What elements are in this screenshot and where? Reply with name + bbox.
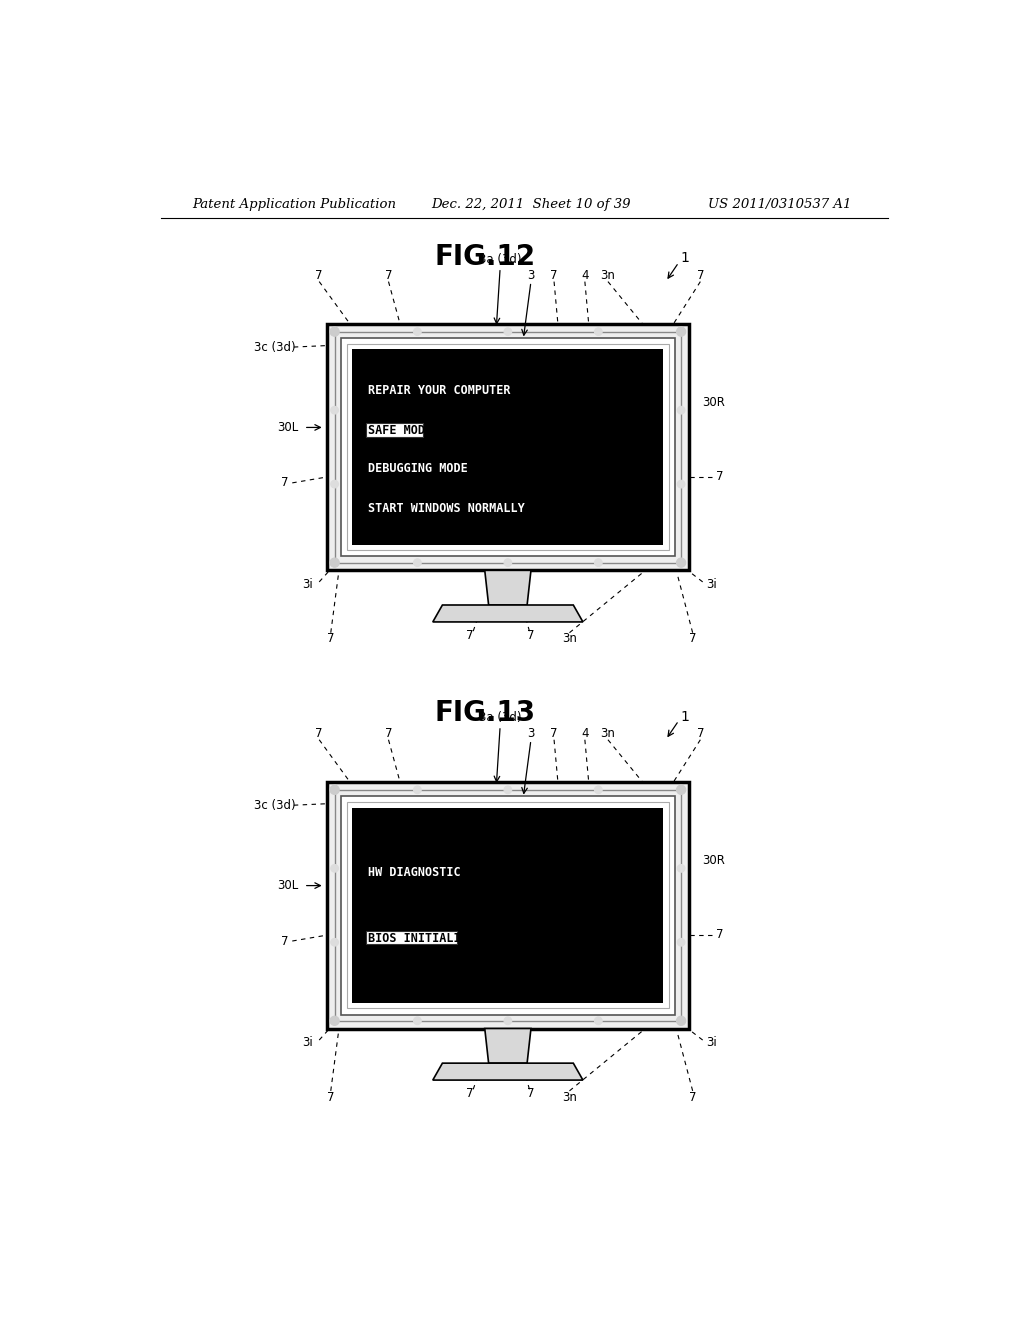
Text: BIOS INITIALIZE: BIOS INITIALIZE <box>369 932 475 945</box>
Circle shape <box>414 327 421 335</box>
Text: 7: 7 <box>466 1086 473 1100</box>
Bar <box>352 808 664 1003</box>
Text: DEBUGGING MODE: DEBUGGING MODE <box>368 462 468 475</box>
Bar <box>341 338 675 557</box>
Bar <box>352 350 664 545</box>
Text: FIG.12: FIG.12 <box>434 243 536 271</box>
Text: Dec. 22, 2011  Sheet 10 of 39: Dec. 22, 2011 Sheet 10 of 39 <box>431 198 631 211</box>
Circle shape <box>504 558 512 566</box>
Circle shape <box>330 558 339 568</box>
Text: 7: 7 <box>527 1086 535 1100</box>
Text: 7: 7 <box>527 628 535 642</box>
Text: 3a (3d): 3a (3d) <box>479 253 521 267</box>
Circle shape <box>414 1016 421 1024</box>
Text: 3c (3d): 3c (3d) <box>254 341 295 354</box>
Circle shape <box>331 407 339 414</box>
Circle shape <box>677 480 685 488</box>
Circle shape <box>677 327 686 337</box>
Text: 4: 4 <box>581 727 589 739</box>
Text: 3: 3 <box>527 268 535 281</box>
Text: 3i: 3i <box>302 1036 313 1049</box>
Circle shape <box>330 785 339 795</box>
Circle shape <box>677 939 685 946</box>
Circle shape <box>595 327 602 335</box>
Circle shape <box>677 1016 686 1026</box>
Text: 7: 7 <box>716 470 723 483</box>
Text: 7: 7 <box>315 268 323 281</box>
Circle shape <box>504 1016 512 1024</box>
Bar <box>367 931 458 945</box>
Text: 3c (3d): 3c (3d) <box>254 799 295 812</box>
Polygon shape <box>484 1028 531 1063</box>
Circle shape <box>677 407 685 414</box>
Text: 7: 7 <box>689 632 696 645</box>
Text: 1: 1 <box>681 252 689 265</box>
Text: 3n: 3n <box>600 268 615 281</box>
Circle shape <box>330 327 339 337</box>
Text: 3i: 3i <box>707 578 717 591</box>
Circle shape <box>414 558 421 566</box>
Circle shape <box>414 785 421 793</box>
Text: 3: 3 <box>527 727 535 739</box>
Circle shape <box>677 785 686 795</box>
Bar <box>367 422 423 437</box>
Text: 7: 7 <box>281 477 289 490</box>
Circle shape <box>595 1016 602 1024</box>
Bar <box>327 323 689 570</box>
Bar <box>335 789 681 1020</box>
Text: 3i: 3i <box>302 578 313 591</box>
Circle shape <box>595 785 602 793</box>
Circle shape <box>331 480 339 488</box>
Text: 7: 7 <box>696 268 705 281</box>
Text: 7: 7 <box>716 928 723 941</box>
Text: 3n: 3n <box>562 1090 577 1104</box>
Text: 3n: 3n <box>600 727 615 739</box>
Text: 4: 4 <box>581 268 589 281</box>
Text: 7: 7 <box>315 727 323 739</box>
Bar <box>347 345 669 550</box>
Text: 7: 7 <box>550 268 558 281</box>
Text: 1: 1 <box>681 710 689 723</box>
Bar <box>341 796 675 1015</box>
Text: 30L: 30L <box>276 421 298 434</box>
Text: Patent Application Publication: Patent Application Publication <box>193 198 396 211</box>
Text: SAFE MODE: SAFE MODE <box>369 424 432 437</box>
Polygon shape <box>484 570 531 605</box>
Circle shape <box>331 865 339 873</box>
Circle shape <box>595 558 602 566</box>
Text: 7: 7 <box>385 268 392 281</box>
Polygon shape <box>433 605 583 622</box>
Text: 7: 7 <box>327 1090 335 1104</box>
Bar <box>335 331 681 562</box>
Text: 30L: 30L <box>276 879 298 892</box>
Text: 7: 7 <box>696 727 705 739</box>
Text: 7: 7 <box>466 628 473 642</box>
Text: START WINDOWS NORMALLY: START WINDOWS NORMALLY <box>368 502 524 515</box>
Text: FIG.13: FIG.13 <box>434 698 536 727</box>
Circle shape <box>504 785 512 793</box>
Text: 7: 7 <box>281 935 289 948</box>
Text: 3i: 3i <box>707 1036 717 1049</box>
Circle shape <box>331 939 339 946</box>
Text: 30R: 30R <box>702 396 726 409</box>
Text: 7: 7 <box>327 632 335 645</box>
Circle shape <box>677 865 685 873</box>
Text: 7: 7 <box>550 727 558 739</box>
Text: 30R: 30R <box>702 854 726 867</box>
Text: 3a (3d): 3a (3d) <box>479 711 521 725</box>
Text: 7: 7 <box>689 1090 696 1104</box>
Circle shape <box>677 558 686 568</box>
Text: 7: 7 <box>385 727 392 739</box>
Bar <box>327 781 689 1028</box>
Circle shape <box>330 1016 339 1026</box>
Bar <box>347 803 669 1008</box>
Circle shape <box>504 327 512 335</box>
Polygon shape <box>433 1063 583 1080</box>
Text: 3n: 3n <box>562 632 577 645</box>
Text: HW DIAGNOSTIC: HW DIAGNOSTIC <box>368 866 461 879</box>
Text: US 2011/0310537 A1: US 2011/0310537 A1 <box>708 198 851 211</box>
Text: REPAIR YOUR COMPUTER: REPAIR YOUR COMPUTER <box>368 384 510 397</box>
